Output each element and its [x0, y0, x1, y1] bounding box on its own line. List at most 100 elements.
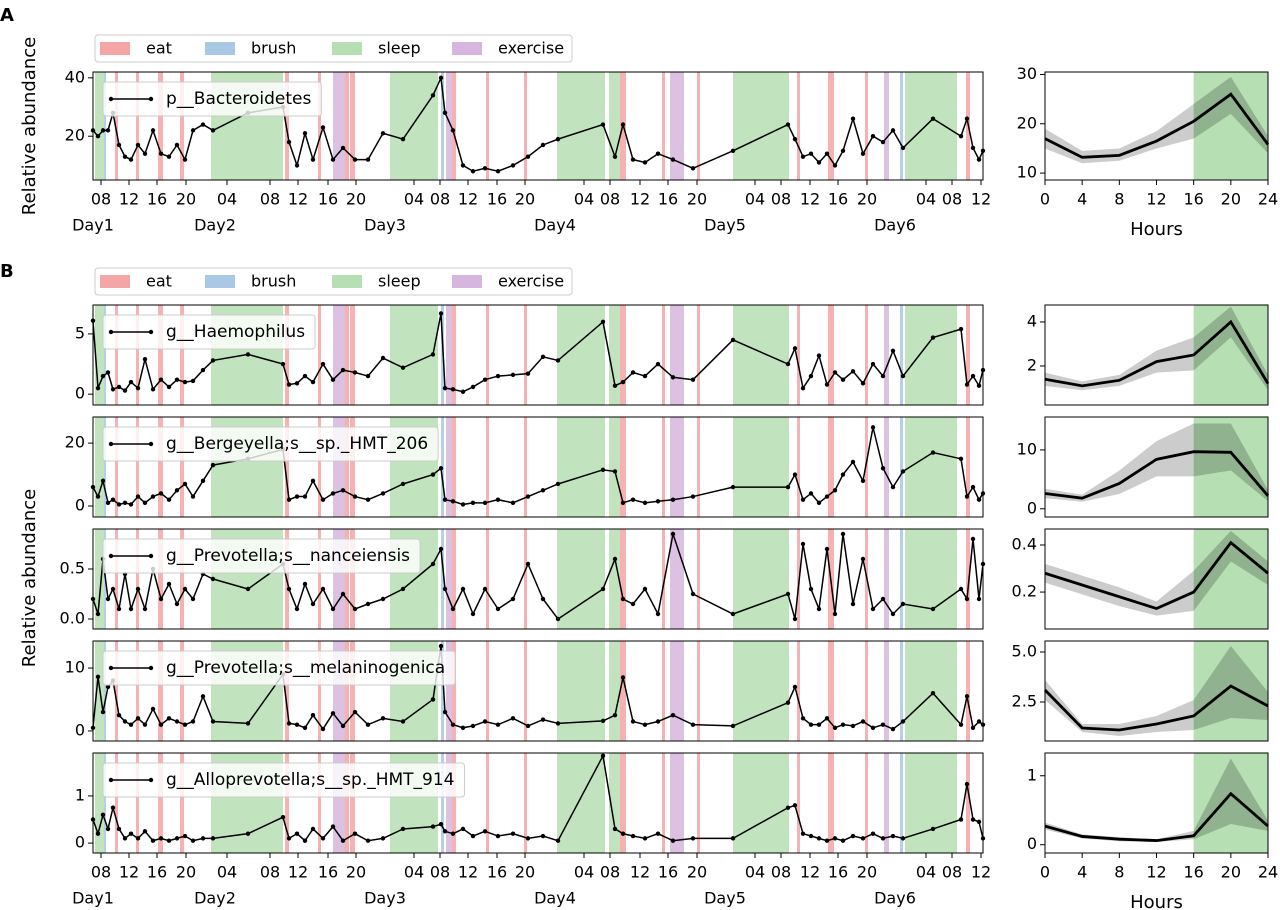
activity-legend: eat brush sleep exercise: [94, 34, 573, 63]
activity-band: [390, 72, 438, 180]
data-point: [824, 838, 830, 843]
x-tick-label: 04: [217, 190, 237, 209]
x-tick-label: 08: [260, 190, 280, 209]
data-point: [122, 836, 128, 841]
series-legend: g__Bergeyella;s__sp._HMT_206: [102, 426, 439, 462]
activity-band: [104, 305, 106, 405]
data-point: [320, 361, 326, 367]
activity-band: [486, 753, 489, 853]
x-tick-label: 04: [916, 190, 936, 209]
data-point: [245, 831, 251, 836]
activity-band: [884, 641, 889, 741]
data-point: [190, 378, 196, 384]
data-point: [612, 469, 618, 474]
data-point: [850, 601, 856, 607]
activity-band: [115, 753, 118, 853]
data-point: [352, 831, 358, 836]
data-point: [330, 157, 336, 162]
data-point: [340, 723, 346, 729]
data-point: [642, 836, 648, 841]
activity-band: [900, 417, 903, 517]
data-point: [540, 354, 546, 360]
activity-band: [350, 305, 355, 405]
data-point: [976, 719, 982, 724]
data-point: [380, 491, 386, 496]
activity-band: [333, 72, 345, 180]
activity-band: [620, 529, 626, 629]
data-point: [655, 151, 661, 156]
x-tick-label: 12: [800, 190, 820, 209]
data-point: [482, 500, 488, 506]
activity-band: [900, 305, 903, 405]
x-tick-label: 20: [1221, 190, 1241, 209]
x-tick-label: 08: [600, 863, 620, 882]
y-tick-label: 10: [65, 658, 85, 677]
data-point: [135, 586, 141, 592]
activity-band: [350, 529, 355, 629]
data-point: [642, 586, 648, 592]
data-point: [792, 472, 798, 477]
activity-band: [486, 529, 489, 629]
data-point: [655, 831, 661, 836]
data-point: [135, 494, 141, 499]
data-point: [832, 370, 838, 375]
data-point: [890, 484, 896, 490]
data-point: [730, 611, 736, 617]
data-point: [600, 467, 606, 473]
x-tick-label: 12: [630, 190, 650, 209]
data-point: [930, 116, 936, 121]
data-point: [294, 494, 300, 499]
activity-band: [884, 417, 889, 517]
y-tick-label: 5.0: [1012, 642, 1037, 661]
activity-band: [905, 305, 957, 405]
data-point: [620, 596, 626, 602]
day-label: Day4: [534, 889, 576, 908]
data-point: [400, 136, 406, 142]
data-point: [840, 838, 846, 843]
sleep-shade: [1193, 417, 1268, 517]
legend-label: eat: [146, 272, 172, 291]
data-point: [785, 700, 791, 705]
axes-frame: [92, 640, 984, 742]
data-point: [670, 157, 676, 162]
data-point: [302, 725, 308, 730]
data-point: [555, 838, 561, 843]
y-tick-label: 0.0: [60, 609, 85, 628]
data-point: [430, 561, 436, 567]
data-point: [166, 497, 172, 502]
activity-band: [115, 72, 118, 180]
data-point: [450, 128, 456, 133]
x-tick-label: 20: [346, 863, 366, 882]
x-tick-label: 08: [430, 190, 450, 209]
y-tick-label: 20: [1017, 113, 1037, 132]
data-point: [380, 716, 386, 721]
data-point: [460, 826, 466, 832]
day-label: Day5: [704, 216, 746, 235]
data-point: [670, 838, 676, 843]
confidence-band: [1045, 530, 1268, 616]
data-point: [400, 481, 406, 487]
activity-band: [318, 305, 321, 405]
legend-label: exercise: [498, 272, 564, 291]
data-point: [860, 836, 866, 841]
y-tick-label: 0: [1027, 834, 1037, 853]
data-point: [816, 160, 822, 165]
data-point: [352, 494, 358, 499]
data-point: [294, 381, 300, 386]
y-tick-label: 0.4: [1012, 535, 1037, 554]
data-point: [930, 335, 936, 340]
data-point: [174, 377, 180, 382]
data-point: [158, 836, 164, 841]
axes-frame: [92, 416, 984, 518]
data-point: [105, 500, 111, 506]
data-point: [800, 385, 806, 391]
data-point: [158, 151, 164, 156]
activity-band: [884, 529, 889, 629]
activity-band: [345, 305, 349, 405]
data-point: [510, 163, 516, 168]
data-point: [890, 348, 896, 353]
data-point: [116, 502, 122, 507]
data-point: [352, 709, 358, 715]
data-point: [182, 157, 188, 162]
data-point: [210, 462, 216, 468]
